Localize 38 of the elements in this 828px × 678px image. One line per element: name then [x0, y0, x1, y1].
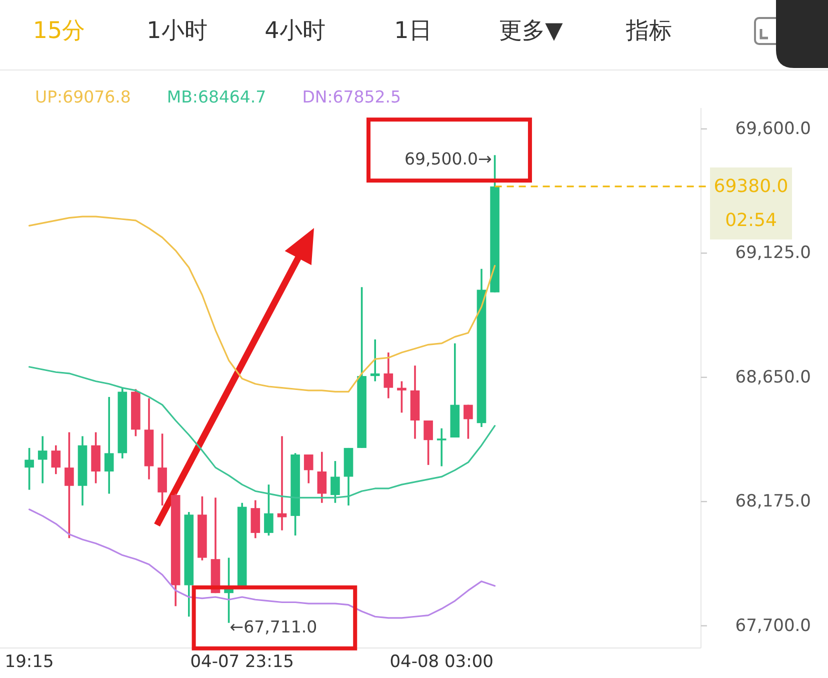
- candlestick: [24, 447, 34, 491]
- text: 1小时: [146, 18, 208, 44]
- line-series: [28, 216, 496, 393]
- annotation: ←67,711.0: [230, 617, 318, 636]
- y-tick-label: 69,125.0: [735, 243, 811, 264]
- text: 15分: [32, 18, 86, 44]
- candlestick: [264, 484, 274, 536]
- candlestick: [51, 444, 61, 475]
- y-tick-label: 67,700.0: [735, 616, 811, 636]
- x-tick-label: 04-08 03:00: [390, 652, 494, 672]
- candlestick: [397, 380, 406, 414]
- text: 4小时: [264, 18, 326, 44]
- line-series: [28, 366, 496, 498]
- x-tick-label: 19:15: [4, 652, 54, 672]
- candlestick: [64, 431, 74, 540]
- candlestick: [330, 460, 340, 504]
- candlestick: [464, 404, 473, 440]
- text: MB:68464.7: [166, 88, 266, 106]
- text: DN:67852.5: [302, 88, 402, 106]
- candlestick: [38, 435, 48, 484]
- x-tick-label: 04-07 23:15: [190, 652, 294, 672]
- candlestick: [424, 420, 433, 466]
- candlestick: [370, 338, 380, 382]
- text: 更多▼: [499, 18, 564, 44]
- candlestick: [104, 396, 114, 495]
- text: 69380.0 02:54: [714, 176, 788, 231]
- y-tick-label: 69,600.0: [735, 118, 811, 139]
- candlestick: [436, 427, 446, 468]
- candlestick: [384, 352, 394, 400]
- candlestick: [317, 450, 327, 504]
- y-tick-label: 68,650.0: [735, 367, 811, 388]
- text: UP:69076.8: [35, 88, 131, 106]
- y-tick-label: 68,175.0: [735, 492, 811, 512]
- text: 指标: [625, 18, 672, 44]
- candlestick: [304, 454, 314, 484]
- text: 1日: [394, 18, 432, 44]
- annotation: 69,500.0→: [404, 150, 492, 169]
- line-series: [28, 508, 496, 619]
